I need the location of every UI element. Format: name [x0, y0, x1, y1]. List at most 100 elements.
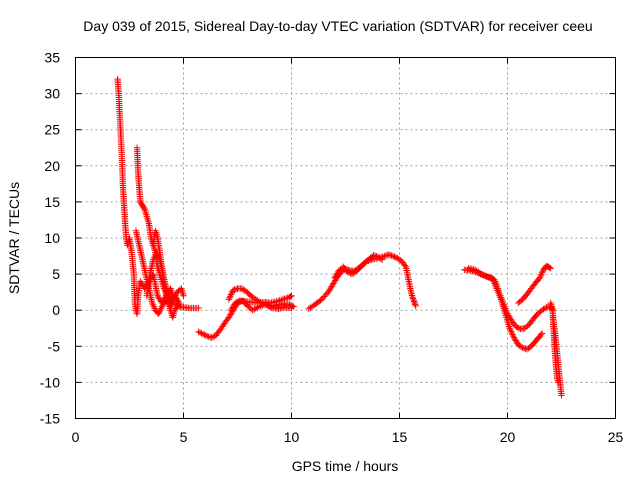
- y-tick-label: 20: [44, 158, 60, 174]
- data-point: [476, 269, 484, 277]
- data-point: [539, 268, 546, 275]
- data-point: [307, 304, 314, 311]
- evening-lower-trace: [465, 265, 546, 353]
- data-point: [473, 267, 480, 275]
- data-point: [227, 291, 235, 298]
- data-point: [219, 323, 226, 330]
- data-point: [546, 264, 553, 271]
- data-point: [512, 323, 520, 331]
- data-point: [196, 329, 204, 336]
- data-point: [401, 262, 409, 269]
- data-point: [264, 302, 271, 309]
- y-tick-label: 5: [52, 266, 60, 282]
- morning-low-trace: [227, 297, 295, 314]
- data-point: [411, 301, 419, 308]
- data-point: [410, 296, 417, 304]
- data-point: [225, 296, 233, 303]
- x-tick-label: 15: [392, 429, 408, 445]
- data-point: [411, 299, 418, 307]
- data-point: [286, 301, 293, 308]
- midday-rise-trace: [305, 251, 419, 312]
- data-point: [254, 297, 261, 304]
- data-point: [233, 299, 240, 306]
- data-point: [391, 253, 398, 260]
- y-tick-label: 30: [44, 86, 60, 102]
- data-point: [172, 292, 179, 299]
- data-point: [199, 330, 207, 338]
- early-spike-trace: [114, 75, 202, 318]
- data-point: [288, 304, 295, 312]
- data-point: [282, 295, 290, 302]
- data-point: [481, 272, 489, 279]
- data-point: [198, 330, 205, 337]
- x-tick-label: 20: [500, 429, 516, 445]
- x-tick-label: 10: [284, 429, 300, 445]
- data-point: [252, 305, 260, 312]
- data-point: [507, 326, 514, 334]
- data-point: [262, 301, 269, 308]
- data-point: [483, 273, 490, 280]
- x-tick-labels: 0 5 10 15 20 25: [72, 429, 624, 445]
- data-point: [555, 379, 562, 386]
- data-point: [175, 301, 182, 308]
- data-point: [249, 294, 256, 301]
- data-point: [202, 332, 210, 339]
- data-point: [379, 256, 386, 263]
- data-point: [508, 329, 516, 337]
- data-point: [389, 252, 397, 260]
- data-point: [509, 331, 516, 338]
- data-point: [475, 268, 482, 276]
- data-point: [255, 303, 263, 310]
- x-tick-label: 0: [72, 429, 80, 445]
- data-point: [377, 255, 384, 262]
- y-tick-label: 35: [44, 50, 60, 66]
- data-point: [409, 294, 416, 301]
- data-point: [195, 328, 202, 336]
- data-point: [287, 293, 294, 300]
- data-point: [171, 293, 179, 301]
- data-point: [201, 331, 208, 338]
- data-point: [284, 294, 291, 301]
- data-point: [251, 306, 258, 313]
- data-point: [471, 266, 479, 273]
- data-point: [538, 269, 546, 276]
- data-point: [209, 333, 217, 341]
- data-point: [218, 324, 225, 332]
- data-point: [506, 325, 513, 332]
- evening-rise-trace: [515, 262, 554, 307]
- y-tick-label: -15: [40, 411, 60, 427]
- data-point: [226, 294, 233, 302]
- axis-ticks: [75, 57, 616, 419]
- y-axis-label: SDTVAR / TECUs: [6, 182, 22, 294]
- data-point: [180, 292, 187, 299]
- data-point: [251, 295, 258, 302]
- chart-title: Day 039 of 2015, Sidereal Day-to-day VTE…: [83, 18, 592, 34]
- y-tick-label: -10: [40, 374, 60, 390]
- data-point: [410, 298, 418, 305]
- data-point: [510, 332, 517, 340]
- data-point: [217, 326, 224, 333]
- y-tick-label: 25: [44, 122, 60, 138]
- data-point: [267, 303, 274, 311]
- data-point: [409, 295, 417, 302]
- y-tick-label: 15: [44, 194, 60, 210]
- x-tick-label: 25: [608, 429, 624, 445]
- data-point: [252, 296, 260, 303]
- data-point: [254, 304, 261, 311]
- data-point: [228, 289, 235, 297]
- data-point: [478, 270, 485, 278]
- data-point: [288, 292, 295, 299]
- oscillating-trace-c: [150, 227, 183, 321]
- data-point: [170, 295, 178, 302]
- data-point: [412, 302, 419, 310]
- y-tick-label: 10: [44, 230, 60, 246]
- data-point: [170, 296, 177, 304]
- grid-lines: [75, 57, 616, 419]
- data-point: [257, 302, 264, 310]
- data-point: [208, 334, 215, 341]
- data-point: [305, 305, 312, 312]
- late-drop-trace: [547, 299, 565, 399]
- data-point: [249, 307, 256, 314]
- data-point: [344, 268, 351, 276]
